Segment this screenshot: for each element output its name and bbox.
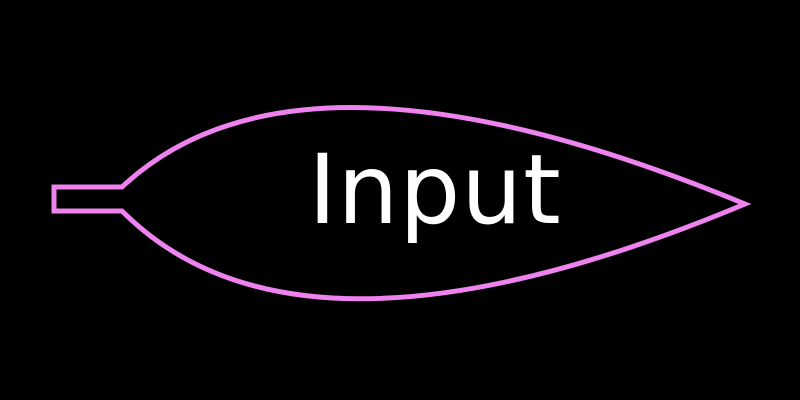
input-node-outline — [51, 105, 752, 302]
input-node-label: Input — [308, 134, 562, 246]
